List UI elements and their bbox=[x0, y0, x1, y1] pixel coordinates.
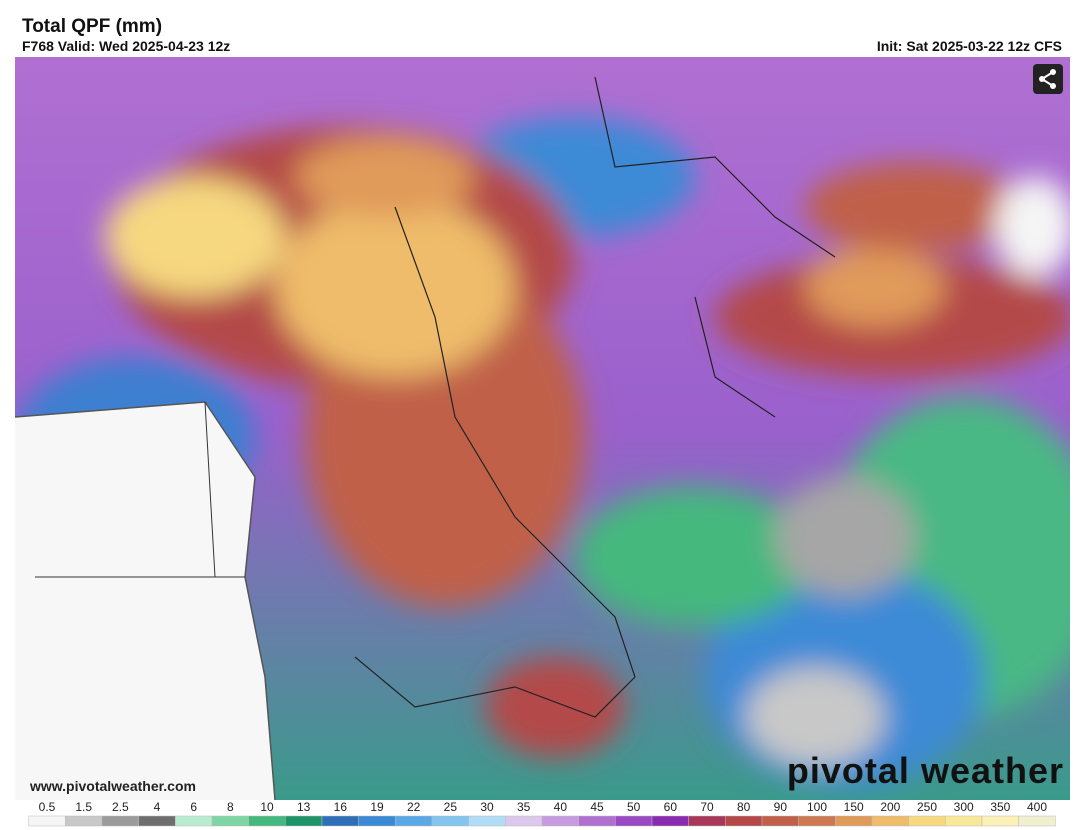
share-button[interactable] bbox=[1033, 64, 1063, 94]
legend-swatch bbox=[101, 815, 139, 827]
legend-swatch bbox=[175, 815, 213, 827]
legend-label: 13 bbox=[297, 800, 311, 814]
legend-swatch bbox=[725, 815, 763, 827]
legend-label: 2.5 bbox=[112, 800, 129, 814]
legend-swatch bbox=[651, 815, 689, 827]
legend-label: 60 bbox=[664, 800, 678, 814]
legend-label: 30 bbox=[480, 800, 494, 814]
legend-swatch bbox=[541, 815, 579, 827]
legend-swatch bbox=[981, 815, 1019, 827]
share-icon bbox=[1039, 69, 1056, 89]
init-time: Init: Sat 2025-03-22 12z CFS bbox=[876, 38, 1062, 54]
precip-map bbox=[15, 57, 1070, 800]
legend-swatch bbox=[248, 815, 286, 827]
legend-swatch bbox=[431, 815, 469, 827]
legend-label: 22 bbox=[407, 800, 421, 814]
legend-swatch bbox=[908, 815, 946, 827]
source-url: www.pivotalweather.com bbox=[30, 778, 196, 794]
legend-swatch bbox=[835, 815, 873, 827]
legend-swatch bbox=[761, 815, 799, 827]
legend-label: 8 bbox=[227, 800, 234, 814]
legend-swatch bbox=[688, 815, 726, 827]
legend-label: 100 bbox=[807, 800, 827, 814]
legend-label: 50 bbox=[627, 800, 641, 814]
legend-swatch bbox=[138, 815, 176, 827]
brand-logo: pivotal weather bbox=[786, 750, 1064, 791]
legend-label: 80 bbox=[737, 800, 751, 814]
legend-label: 400 bbox=[1027, 800, 1047, 814]
legend-label: 19 bbox=[370, 800, 384, 814]
legend-label: 250 bbox=[917, 800, 937, 814]
legend-swatch bbox=[358, 815, 396, 827]
legend-swatch bbox=[505, 815, 543, 827]
legend-swatch bbox=[578, 815, 616, 827]
legend-swatch bbox=[945, 815, 983, 827]
map-title: Total QPF (mm) bbox=[22, 16, 163, 37]
legend-label: 300 bbox=[954, 800, 974, 814]
legend-swatch bbox=[395, 815, 433, 827]
legend-label: 10 bbox=[260, 800, 274, 814]
legend-label: 70 bbox=[700, 800, 714, 814]
legend-swatch bbox=[615, 815, 653, 827]
legend-label: 16 bbox=[334, 800, 348, 814]
valid-time: F768 Valid: Wed 2025-04-23 12z bbox=[22, 38, 231, 54]
legend-swatch bbox=[285, 815, 323, 827]
legend-label: 150 bbox=[844, 800, 864, 814]
legend-label: 4 bbox=[154, 800, 161, 814]
color-legend: 0.5 1.5 2.5 4 6 8 10 13 16 19 22 25 30 35 40 45 50 60 70 80… bbox=[28, 800, 1056, 827]
legend-swatch bbox=[28, 815, 66, 827]
legend-label: 45 bbox=[590, 800, 604, 814]
legend-swatch bbox=[871, 815, 909, 827]
legend-swatch bbox=[65, 815, 103, 827]
legend-label: 35 bbox=[517, 800, 531, 814]
legend-swatch bbox=[211, 815, 249, 827]
legend-label: 90 bbox=[774, 800, 788, 814]
legend-label: 1.5 bbox=[75, 800, 92, 814]
legend-swatch bbox=[1018, 815, 1056, 827]
legend-label: 6 bbox=[190, 800, 197, 814]
legend-label: 350 bbox=[990, 800, 1010, 814]
legend-label: 0.5 bbox=[39, 800, 56, 814]
legend-swatch bbox=[321, 815, 359, 827]
legend-label: 25 bbox=[444, 800, 458, 814]
legend-swatch bbox=[798, 815, 836, 827]
legend-label: 200 bbox=[880, 800, 900, 814]
legend-swatch bbox=[468, 815, 506, 827]
legend-label: 40 bbox=[554, 800, 568, 814]
